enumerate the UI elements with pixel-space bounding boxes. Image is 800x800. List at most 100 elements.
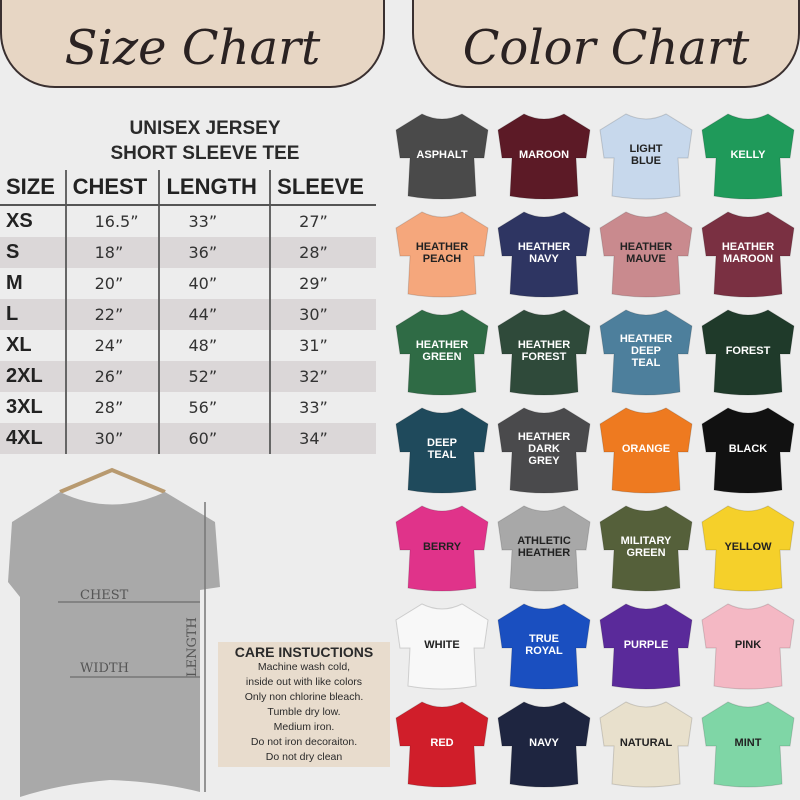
hanger-icon bbox=[59, 467, 166, 494]
tshirt-icon bbox=[599, 211, 693, 298]
tshirt-icon bbox=[701, 407, 795, 494]
color-swatch: RED bbox=[392, 696, 492, 794]
size-row: 4XL 30” 60” 34” bbox=[0, 423, 376, 454]
sleeve-cell: 32” bbox=[269, 361, 376, 392]
size-cell: M bbox=[6, 272, 23, 294]
color-label: MINT bbox=[734, 737, 762, 749]
color-label: PURPLE bbox=[623, 639, 669, 651]
color-swatch: YELLOW bbox=[698, 500, 798, 598]
chest-cell: 16.5” bbox=[64, 205, 160, 237]
size-cell: 4XL bbox=[0, 423, 66, 454]
color-swatch: PURPLE bbox=[596, 598, 696, 696]
tshirt-icon bbox=[497, 505, 591, 592]
length-label: LENGTH bbox=[185, 617, 200, 677]
tshirt-icon bbox=[497, 407, 591, 494]
length-cell: 56” bbox=[158, 392, 271, 423]
tshirt-icon bbox=[497, 603, 591, 690]
color-swatch: MINT bbox=[698, 696, 798, 794]
tshirt-icon bbox=[599, 407, 693, 494]
color-label: BERRY bbox=[422, 541, 462, 553]
color-swatch: ORANGE bbox=[596, 402, 696, 500]
length-cell: 48” bbox=[158, 330, 271, 361]
color-label: PINK bbox=[734, 639, 762, 651]
color-swatch: MILITARY GREEN bbox=[596, 500, 696, 598]
length-cell: 60” bbox=[158, 423, 271, 454]
color-label: DEEP TEAL bbox=[427, 437, 457, 461]
size-cell: XL bbox=[6, 334, 32, 356]
tshirt-icon bbox=[395, 603, 489, 690]
color-label: NAVY bbox=[529, 737, 559, 749]
tshirt-icon bbox=[701, 309, 795, 396]
color-swatch: KELLY bbox=[698, 108, 798, 206]
size-cell: S bbox=[0, 237, 66, 268]
tshirt-measurement-diagram: CHEST WIDTH LENGTH bbox=[8, 467, 220, 797]
tshirt-icon bbox=[599, 603, 693, 690]
color-label: RED bbox=[430, 737, 454, 749]
length-cell: 33” bbox=[158, 205, 271, 237]
color-swatch: MAROON bbox=[494, 108, 594, 206]
tshirt-icon bbox=[395, 701, 489, 788]
color-label: HEATHER NAVY bbox=[517, 241, 571, 265]
gray-tshirt-image bbox=[8, 492, 220, 797]
sleeve-cell: 29” bbox=[269, 268, 376, 299]
color-label: HEATHER PEACH bbox=[415, 241, 469, 265]
chest-cell: 24” bbox=[64, 330, 160, 361]
width-label: WIDTH bbox=[80, 661, 129, 676]
color-label: ORANGE bbox=[621, 443, 671, 455]
care-line: inside out with like colors bbox=[245, 676, 363, 688]
tshirt-icon bbox=[395, 211, 489, 298]
chest-cell: 28” bbox=[64, 392, 160, 423]
color-swatch: HEATHER PEACH bbox=[392, 206, 492, 304]
color-swatch: NATURAL bbox=[596, 696, 696, 794]
color-swatch: LIGHT BLUE bbox=[596, 108, 696, 206]
color-swatch: DEEP TEAL bbox=[392, 402, 492, 500]
color-swatch: FOREST bbox=[698, 304, 798, 402]
color-label: YELLOW bbox=[724, 541, 772, 553]
care-line: Only non chlorine bleach. bbox=[244, 691, 364, 703]
color-swatch: BERRY bbox=[392, 500, 492, 598]
size-cell: L bbox=[0, 299, 66, 330]
color-swatch: HEATHER MAUVE bbox=[596, 206, 696, 304]
length-cell: 44” bbox=[158, 299, 271, 330]
tshirt-icon bbox=[497, 701, 591, 788]
product-title-line1: UNISEX JERSEY bbox=[129, 118, 281, 139]
color-swatch: ASPHALT bbox=[392, 108, 492, 206]
size-row: 3XL 28” 56” 33” bbox=[0, 392, 376, 423]
sleeve-cell: 28” bbox=[269, 237, 376, 268]
color-label: MILITARY GREEN bbox=[620, 535, 672, 559]
chest-cell: 26” bbox=[64, 361, 160, 392]
size-row: XS 16.5” 33” 27” bbox=[0, 205, 376, 237]
color-chart-header: Color Chart bbox=[412, 0, 800, 88]
chest-label: CHEST bbox=[80, 588, 129, 603]
color-swatch: HEATHER MAROON bbox=[698, 206, 798, 304]
tshirt-icon bbox=[701, 113, 795, 200]
tshirt-icon bbox=[701, 505, 795, 592]
length-cell: 40” bbox=[158, 268, 271, 299]
care-line: Do not iron decoraiton. bbox=[250, 736, 358, 748]
color-swatch: PINK bbox=[698, 598, 798, 696]
color-label: BLACK bbox=[728, 443, 768, 455]
product-title: UNISEX JERSEY SHORT SLEEVE TEE bbox=[80, 116, 330, 166]
product-title-line2: SHORT SLEEVE TEE bbox=[110, 143, 300, 164]
chest-cell: 30” bbox=[64, 423, 160, 454]
tshirt-icon bbox=[395, 113, 489, 200]
care-line: Medium iron. bbox=[273, 721, 335, 733]
tshirt-icon bbox=[599, 505, 693, 592]
color-label: NATURAL bbox=[619, 737, 673, 749]
size-cell: XS bbox=[6, 210, 33, 232]
color-label: HEATHER MAROON bbox=[721, 241, 775, 265]
length-cell: 52” bbox=[158, 361, 271, 392]
sleeve-cell: 31” bbox=[269, 330, 376, 361]
size-row: XL 24” 48” 31” bbox=[0, 330, 376, 361]
tshirt-icon bbox=[497, 309, 591, 396]
color-label: KELLY bbox=[730, 149, 766, 161]
tshirt-icon bbox=[599, 701, 693, 788]
care-line: Machine wash cold, bbox=[257, 661, 351, 673]
tshirt-icon bbox=[395, 505, 489, 592]
color-swatch: NAVY bbox=[494, 696, 594, 794]
care-title: CARE INSTUCTIONS bbox=[234, 644, 374, 660]
sleeve-cell: 30” bbox=[269, 299, 376, 330]
chest-cell: 20” bbox=[64, 268, 160, 299]
tshirt-icon bbox=[497, 113, 591, 200]
tshirt-icon bbox=[701, 701, 795, 788]
